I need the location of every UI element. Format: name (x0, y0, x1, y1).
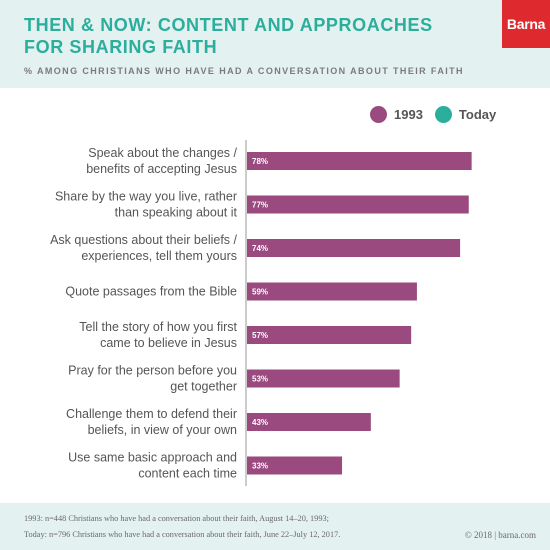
category-label-line: Use same basic approach and (68, 451, 237, 465)
bar-value-label: 53% (252, 375, 268, 384)
category-label: Pray for the person before you get togeth… (68, 364, 237, 394)
header: THEN & NOW: CONTENT AND APPROACHES FOR S… (0, 0, 550, 88)
category-label-line: Pray for the person before you (68, 364, 237, 378)
legend-swatch-1993 (370, 105, 387, 123)
barna-logo: Barna (502, 0, 550, 48)
bar-1993 (247, 195, 469, 214)
bar-chart: Speak about the changes / benefits of acc… (50, 140, 472, 486)
category-label-line: Ask questions about their beliefs / (50, 233, 237, 247)
category-label-line: experiences, tell them yours (81, 249, 237, 263)
bar-value-label: 77% (252, 201, 268, 210)
chart-subtitle: % AMONG CHRISTIANS WHO HAVE HAD A CONVER… (24, 66, 464, 76)
bar-1993 (247, 152, 472, 170)
category-label-line: content each time (138, 467, 237, 481)
bar-1993 (247, 239, 461, 257)
category-label: Share by the way you live, rather than sp… (55, 190, 238, 220)
footer: 1993: n=448 Christians who have had a co… (0, 503, 550, 550)
source-note-1993: 1993: n=448 Christians who have had a co… (24, 514, 329, 523)
category-label-line: get together (170, 380, 237, 394)
category-label-line: Speak about the changes / (88, 146, 237, 160)
category-label-line: Challenge them to defend their (66, 407, 237, 421)
category-label: Challenge them to defend their beliefs, i… (66, 407, 237, 437)
category-label: Speak about the changes / benefits of acc… (86, 146, 237, 176)
legend-label-1993: 1993 (394, 106, 423, 122)
category-label-line: came to believe in Jesus (100, 336, 237, 350)
category-label: Quote passages from the Bible (65, 285, 237, 299)
bar-value-label: 33% (252, 462, 268, 471)
legend-item-today: Today (434, 105, 497, 123)
legend-label-today: Today (458, 106, 497, 122)
category-label-line: than speaking about it (115, 206, 238, 220)
legend: 1993 Today (370, 104, 540, 124)
category-label-line: Share by the way you live, rather (55, 190, 237, 204)
category-label-line: benefits of accepting Jesus (86, 162, 237, 176)
category-label-line: Tell the story of how you first (79, 320, 237, 334)
bar-1993 (247, 456, 343, 475)
legend-swatch-today (434, 105, 452, 123)
bar-value-label: 43% (252, 418, 268, 427)
category-label: Tell the story of how you first came to b… (79, 320, 237, 350)
source-note-today: Today: n=796 Christians who have had a c… (24, 530, 341, 539)
bar-value-label: 57% (252, 331, 268, 340)
bar-value-label: 59% (252, 288, 268, 297)
chart-title: THEN & NOW: CONTENT AND APPROACHES FOR S… (24, 15, 433, 57)
copyright: © 2018 | barna.com (464, 530, 536, 540)
category-label: Use same basic approach and content each … (68, 451, 237, 481)
bar-value-label: 78% (252, 157, 268, 166)
bar-1993 (247, 326, 412, 344)
bar-value-label: 74% (252, 244, 268, 253)
legend-item-1993: 1993 (370, 105, 423, 123)
bar-1993 (247, 282, 417, 301)
bar-1993 (247, 413, 371, 431)
category-label-line: beliefs, in view of your own (88, 423, 237, 437)
bar-1993 (247, 369, 400, 388)
category-label: Ask questions about their beliefs / exper… (50, 233, 237, 263)
category-label-line: Quote passages from the Bible (65, 285, 237, 299)
